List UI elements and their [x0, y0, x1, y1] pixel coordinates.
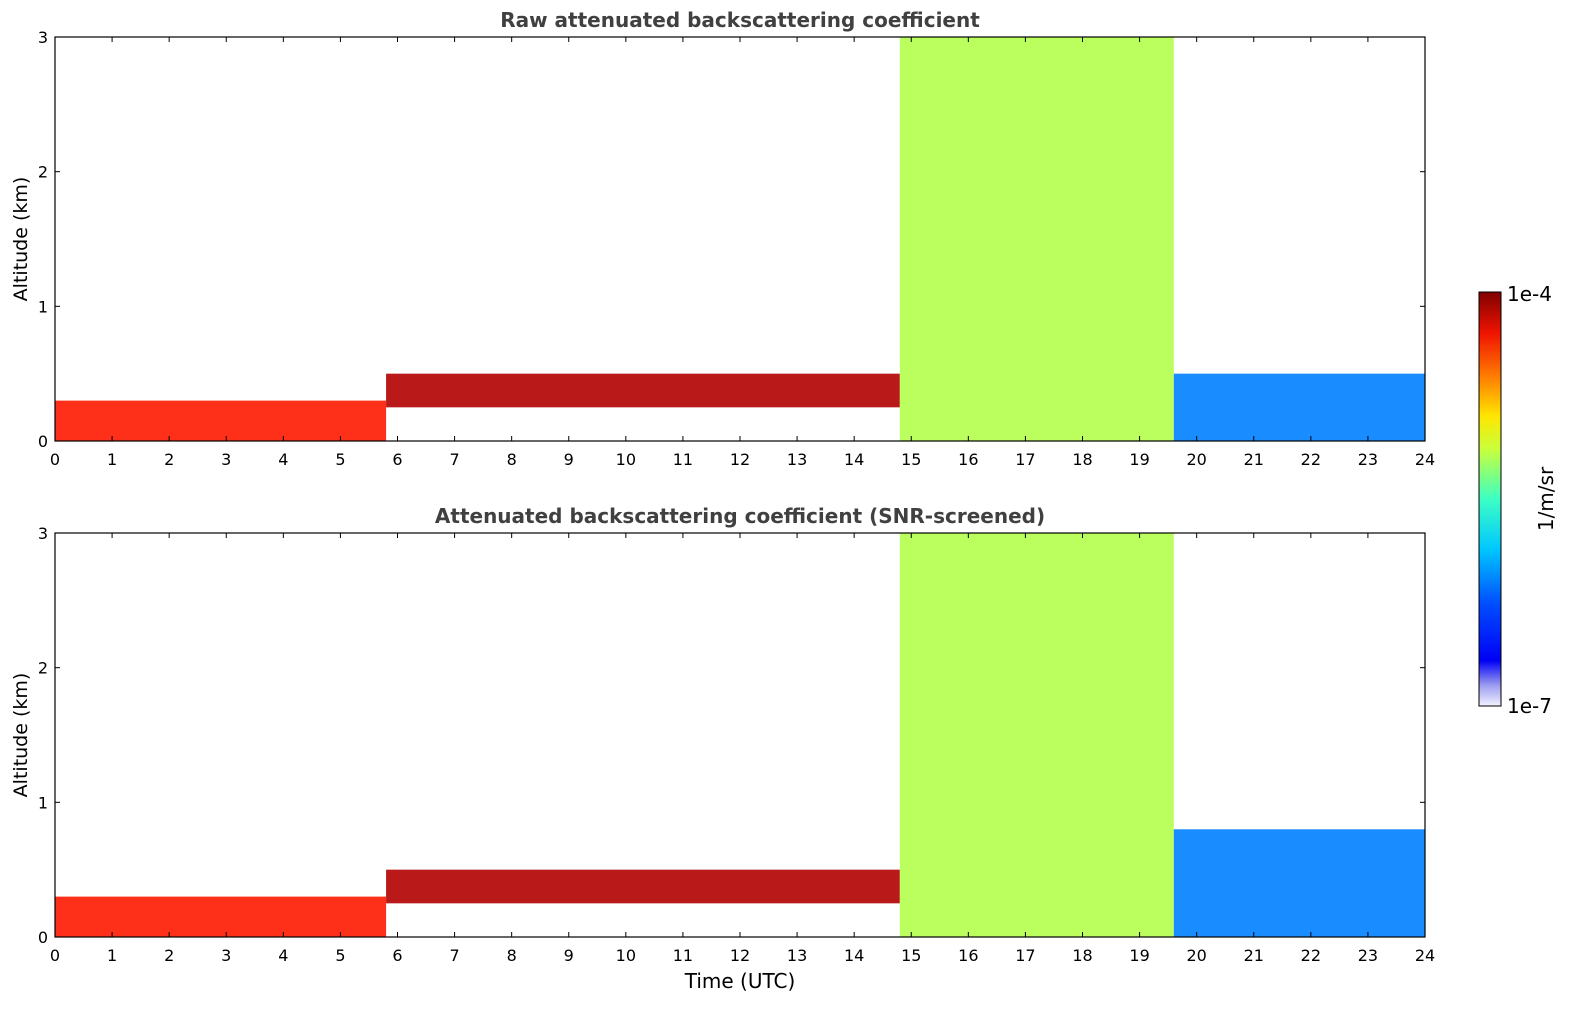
y-tick-label: 1: [38, 793, 48, 812]
y-tick-label: 2: [38, 659, 48, 678]
x-tick-label: 5: [335, 450, 345, 469]
x-tick-label: 4: [278, 946, 288, 965]
y-tick-label: 0: [38, 928, 48, 947]
x-tick-label: 12: [730, 946, 750, 965]
heatmap-region-2: [386, 869, 900, 904]
panel-screened-ylabel: Altitude (km): [10, 673, 32, 798]
heatmap-region-3: [899, 37, 1174, 441]
heatmap-region-1: [55, 400, 387, 441]
x-tick-label: 23: [1358, 946, 1378, 965]
y-tick-label: 0: [38, 432, 48, 451]
x-tick-label: 1: [107, 946, 117, 965]
x-tick-label: 24: [1415, 946, 1435, 965]
colorbar-gradient: [1478, 291, 1502, 707]
x-tick-label: 10: [616, 946, 636, 965]
x-tick-label: 11: [673, 946, 693, 965]
x-tick-label: 2: [164, 450, 174, 469]
panel-screened-x-ticks: 0 1 2 3 4 5 6 7 8 9 10 11 12 13 14 15 16 17 18 19 20 21 22 23 24: [50, 533, 1435, 965]
x-tick-label: 8: [507, 946, 517, 965]
x-tick-label: 11: [673, 450, 693, 469]
y-tick-label: 3: [38, 28, 48, 47]
x-tick-label: 2: [164, 946, 174, 965]
panel-raw-ylabel: Altitude (km): [10, 177, 32, 302]
x-tick-label: 8: [507, 450, 517, 469]
x-axis-label: Time (UTC): [684, 969, 796, 993]
x-tick-label: 23: [1358, 450, 1378, 469]
x-tick-label: 17: [1015, 450, 1035, 469]
x-tick-label: 19: [1129, 450, 1149, 469]
heatmap-region-4: [1173, 373, 1425, 441]
x-tick-label: 14: [844, 946, 864, 965]
y-tick-label: 2: [38, 163, 48, 182]
x-tick-label: 20: [1186, 450, 1206, 469]
x-tick-label: 6: [392, 450, 402, 469]
x-tick-label: 17: [1015, 946, 1035, 965]
x-tick-label: 22: [1301, 450, 1321, 469]
x-tick-label: 0: [50, 450, 60, 469]
y-tick-label: 1: [38, 297, 48, 316]
colorbar-unit-label: 1/m/sr: [1534, 466, 1558, 531]
x-tick-label: 1: [107, 450, 117, 469]
heatmap-region-2: [386, 373, 900, 408]
panel-raw-heatmap: [55, 37, 1425, 441]
colorbar-min-label: 1e-7: [1507, 694, 1552, 718]
x-tick-label: 7: [449, 450, 459, 469]
heatmap-region-1: [55, 896, 387, 937]
x-tick-label: 3: [221, 946, 231, 965]
panel-screened-title: Attenuated backscattering coefficient (S…: [435, 504, 1045, 528]
x-tick-label: 5: [335, 946, 345, 965]
x-tick-label: 16: [958, 450, 978, 469]
x-tick-label: 18: [1072, 946, 1092, 965]
panel-raw-title: Raw attenuated backscattering coefficien…: [500, 8, 980, 32]
panel-raw-y-ticks: 0 1 2 3: [38, 28, 1425, 451]
x-tick-label: 21: [1244, 450, 1264, 469]
x-tick-label: 12: [730, 450, 750, 469]
x-tick-label: 15: [901, 946, 921, 965]
colorbar: 1e-4 1e-7 1/m/sr: [1478, 282, 1558, 718]
x-tick-label: 6: [392, 946, 402, 965]
panel-screened-heatmap: [55, 533, 1425, 937]
x-tick-label: 7: [449, 946, 459, 965]
x-tick-label: 21: [1244, 946, 1264, 965]
y-tick-label: 3: [38, 524, 48, 543]
x-tick-label: 3: [221, 450, 231, 469]
x-tick-label: 13: [787, 450, 807, 469]
x-tick-label: 19: [1129, 946, 1149, 965]
x-tick-label: 0: [50, 946, 60, 965]
panel-raw-x-ticks: 0 1 2 3 4 5 6 7 8 9 10 11 12 13 14 15 16 17 18 19 20 21 22 23 24: [50, 37, 1435, 469]
x-tick-label: 9: [564, 946, 574, 965]
heatmap-region-3: [899, 533, 1174, 937]
x-tick-label: 16: [958, 946, 978, 965]
x-tick-label: 15: [901, 450, 921, 469]
x-tick-label: 4: [278, 450, 288, 469]
x-tick-label: 18: [1072, 450, 1092, 469]
x-tick-label: 10: [616, 450, 636, 469]
x-tick-label: 20: [1186, 946, 1206, 965]
x-tick-label: 24: [1415, 450, 1435, 469]
x-tick-label: 22: [1301, 946, 1321, 965]
panel-raw: Raw attenuated backscattering coefficien…: [10, 8, 1435, 469]
colorbar-max-label: 1e-4: [1507, 282, 1552, 306]
panel-screened: Attenuated backscattering coefficient (S…: [10, 504, 1435, 993]
panel-screened-y-ticks: 0 1 2 3: [38, 524, 1425, 947]
heatmap-region-4: [1173, 829, 1425, 937]
x-tick-label: 14: [844, 450, 864, 469]
x-tick-label: 9: [564, 450, 574, 469]
x-tick-label: 13: [787, 946, 807, 965]
